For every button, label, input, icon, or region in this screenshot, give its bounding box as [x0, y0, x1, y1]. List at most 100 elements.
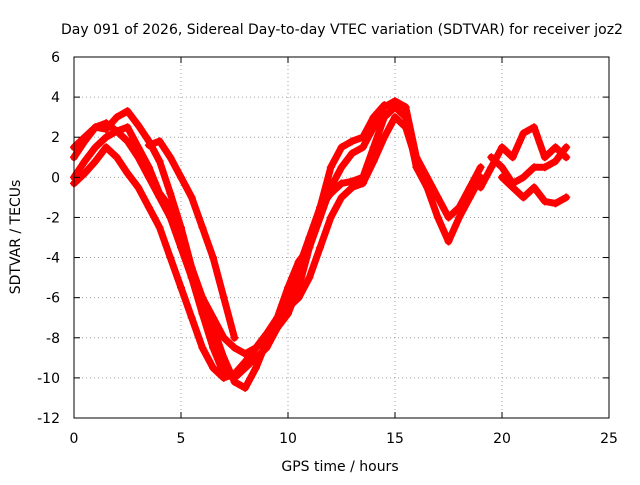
data-point	[369, 113, 378, 122]
data-point	[562, 143, 571, 152]
data-point	[91, 157, 100, 166]
x-tick-label: 20	[493, 431, 511, 447]
data-point	[166, 189, 175, 198]
data-point	[401, 123, 410, 132]
data-point	[80, 157, 89, 166]
data-point	[251, 343, 260, 352]
data-point	[80, 133, 89, 142]
y-tick-label: -12	[37, 411, 60, 427]
grid-layer	[74, 57, 609, 418]
data-point	[348, 137, 357, 146]
data-point	[551, 157, 560, 166]
data-point	[251, 353, 260, 362]
data-point	[273, 323, 282, 332]
data-point	[412, 157, 421, 166]
data-point	[187, 313, 196, 322]
data-point	[305, 243, 314, 252]
series-track-d	[70, 101, 399, 358]
data-point	[209, 253, 218, 262]
data-point	[241, 349, 250, 358]
data-point	[144, 141, 153, 150]
series-line	[70, 101, 399, 358]
data-point	[209, 343, 218, 352]
data-point	[112, 153, 121, 162]
data-point	[465, 193, 474, 202]
series-line	[70, 113, 420, 382]
data-point	[358, 143, 367, 152]
data-point	[380, 101, 389, 110]
data-point	[391, 103, 399, 112]
data-layer	[70, 97, 571, 392]
data-point	[284, 309, 292, 318]
data-point	[166, 213, 175, 222]
data-point	[380, 113, 389, 122]
data-point	[455, 213, 464, 222]
data-point	[187, 273, 196, 282]
data-point	[91, 143, 100, 152]
data-point	[166, 153, 175, 162]
data-point	[337, 193, 346, 202]
data-point	[326, 163, 335, 172]
data-point	[519, 173, 528, 182]
data-point	[444, 237, 453, 246]
x-tick-label: 5	[177, 431, 186, 447]
y-tick-label: 2	[51, 130, 60, 146]
data-point	[134, 153, 143, 162]
data-point	[358, 179, 367, 188]
data-point	[562, 153, 571, 162]
data-point	[230, 333, 239, 342]
data-point	[134, 121, 143, 130]
data-point	[251, 363, 260, 372]
data-point	[155, 137, 164, 146]
x-tick-label: 10	[279, 431, 297, 447]
data-point	[219, 293, 228, 302]
y-tick-label: -10	[37, 371, 60, 387]
x-axis-label: GPS time / hours	[281, 459, 398, 475]
data-point	[401, 103, 410, 112]
data-point	[134, 183, 143, 192]
data-point	[487, 163, 496, 172]
data-point	[530, 123, 539, 132]
data-point	[508, 153, 517, 162]
data-point	[391, 113, 399, 122]
data-point	[262, 333, 271, 342]
data-point	[123, 137, 132, 146]
data-point	[444, 213, 453, 222]
data-point	[112, 113, 121, 122]
series-line	[487, 143, 570, 187]
data-point	[326, 213, 335, 222]
axis-layer: 0 5 10 15 20 25 -12 -10 -8 -6 -4 -2 0 2 4 6	[37, 50, 618, 447]
data-point	[177, 283, 185, 292]
data-point	[540, 163, 549, 172]
data-point	[358, 133, 367, 142]
series-track-e	[144, 137, 239, 342]
y-tick-label: -4	[46, 251, 60, 267]
data-point	[433, 213, 442, 222]
data-point	[348, 149, 357, 158]
data-point	[487, 153, 496, 162]
y-tick-label: 0	[51, 170, 60, 186]
data-point	[519, 129, 528, 138]
data-point	[284, 293, 292, 302]
data-point	[241, 383, 250, 392]
data-point	[230, 343, 239, 352]
data-point	[155, 193, 164, 202]
y-tick-label: 4	[51, 90, 60, 106]
x-tick-label: 0	[70, 431, 79, 447]
data-point	[337, 143, 346, 152]
data-point	[123, 107, 132, 116]
data-point	[423, 183, 432, 192]
data-point	[112, 127, 121, 136]
data-point	[562, 193, 571, 202]
chart-title: Day 091 of 2026, Sidereal Day-to-day VTE…	[61, 22, 623, 38]
data-point	[219, 373, 228, 382]
data-point	[262, 343, 271, 352]
data-point	[91, 123, 100, 132]
x-tick-label: 25	[600, 431, 618, 447]
data-point	[198, 343, 207, 352]
data-point	[198, 223, 207, 232]
data-point	[219, 353, 228, 362]
data-point	[348, 183, 357, 192]
data-point	[241, 357, 250, 366]
data-point	[476, 183, 485, 192]
